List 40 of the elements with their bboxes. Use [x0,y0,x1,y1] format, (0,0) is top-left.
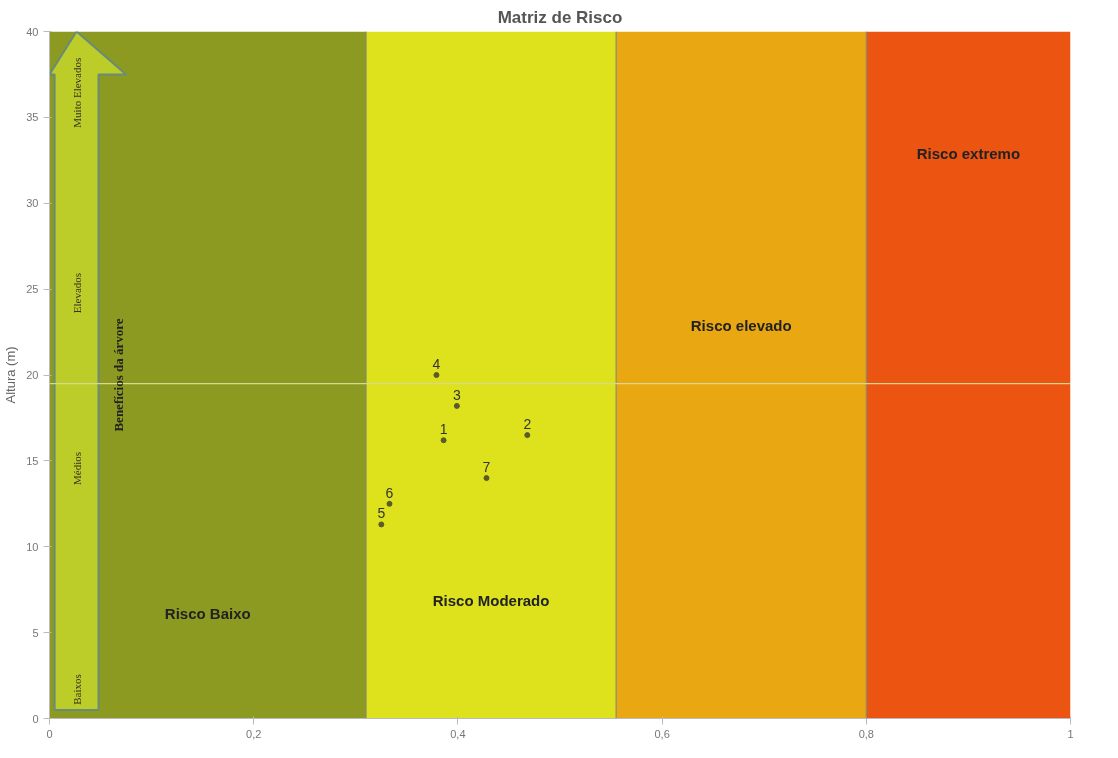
annotation: 1 [439,421,448,438]
annotation: Benefícios da árvore [110,318,126,432]
x-tick-label: 0,6 [654,727,670,740]
annotation: 6 [385,484,394,501]
y-tick-label: 25 [26,283,39,296]
y-tick-label: 30 [26,197,39,210]
annotation: 7 [482,459,491,476]
band-label: Risco Moderado [432,591,550,609]
y-tick-label: 20 [26,369,39,381]
annotation: 4 [432,356,441,372]
y-tick-label: 0 [32,712,39,725]
annotation: Muito Elevados [70,57,83,128]
y-tick-label: 40 [26,25,39,38]
point [386,500,393,507]
band-label: Risco elevado [690,316,792,334]
x-tick-label: 0 [46,727,53,740]
y-tick-label: 10 [26,540,39,553]
y-tick-label: 5 [32,626,39,639]
annotation: 2 [523,416,532,433]
y-tick-label: 15 [26,454,39,467]
annotation: Médios [70,451,83,485]
x-tick-label: 1 [1067,727,1074,740]
annotation: 3 [452,386,461,403]
chart-title: Matriz de Risco [497,7,623,27]
point [433,372,440,378]
annotation: 5 [377,505,386,522]
point [440,437,447,444]
point [378,521,385,528]
point [524,432,531,439]
x-tick-label: 0,8 [858,727,874,740]
annotation: Elevados [70,272,83,314]
y-tick-label: 35 [26,111,39,124]
point [483,475,490,482]
x-tick-label: 0,4 [450,727,466,740]
y-axis-title: Altura (m) [3,346,19,404]
x-tick-label: 0,2 [246,727,262,740]
band-label: Risco extremo [916,145,1021,163]
annotation: Baixos [70,674,83,705]
point [453,402,460,409]
band-label: Risco Baixo [164,605,251,623]
